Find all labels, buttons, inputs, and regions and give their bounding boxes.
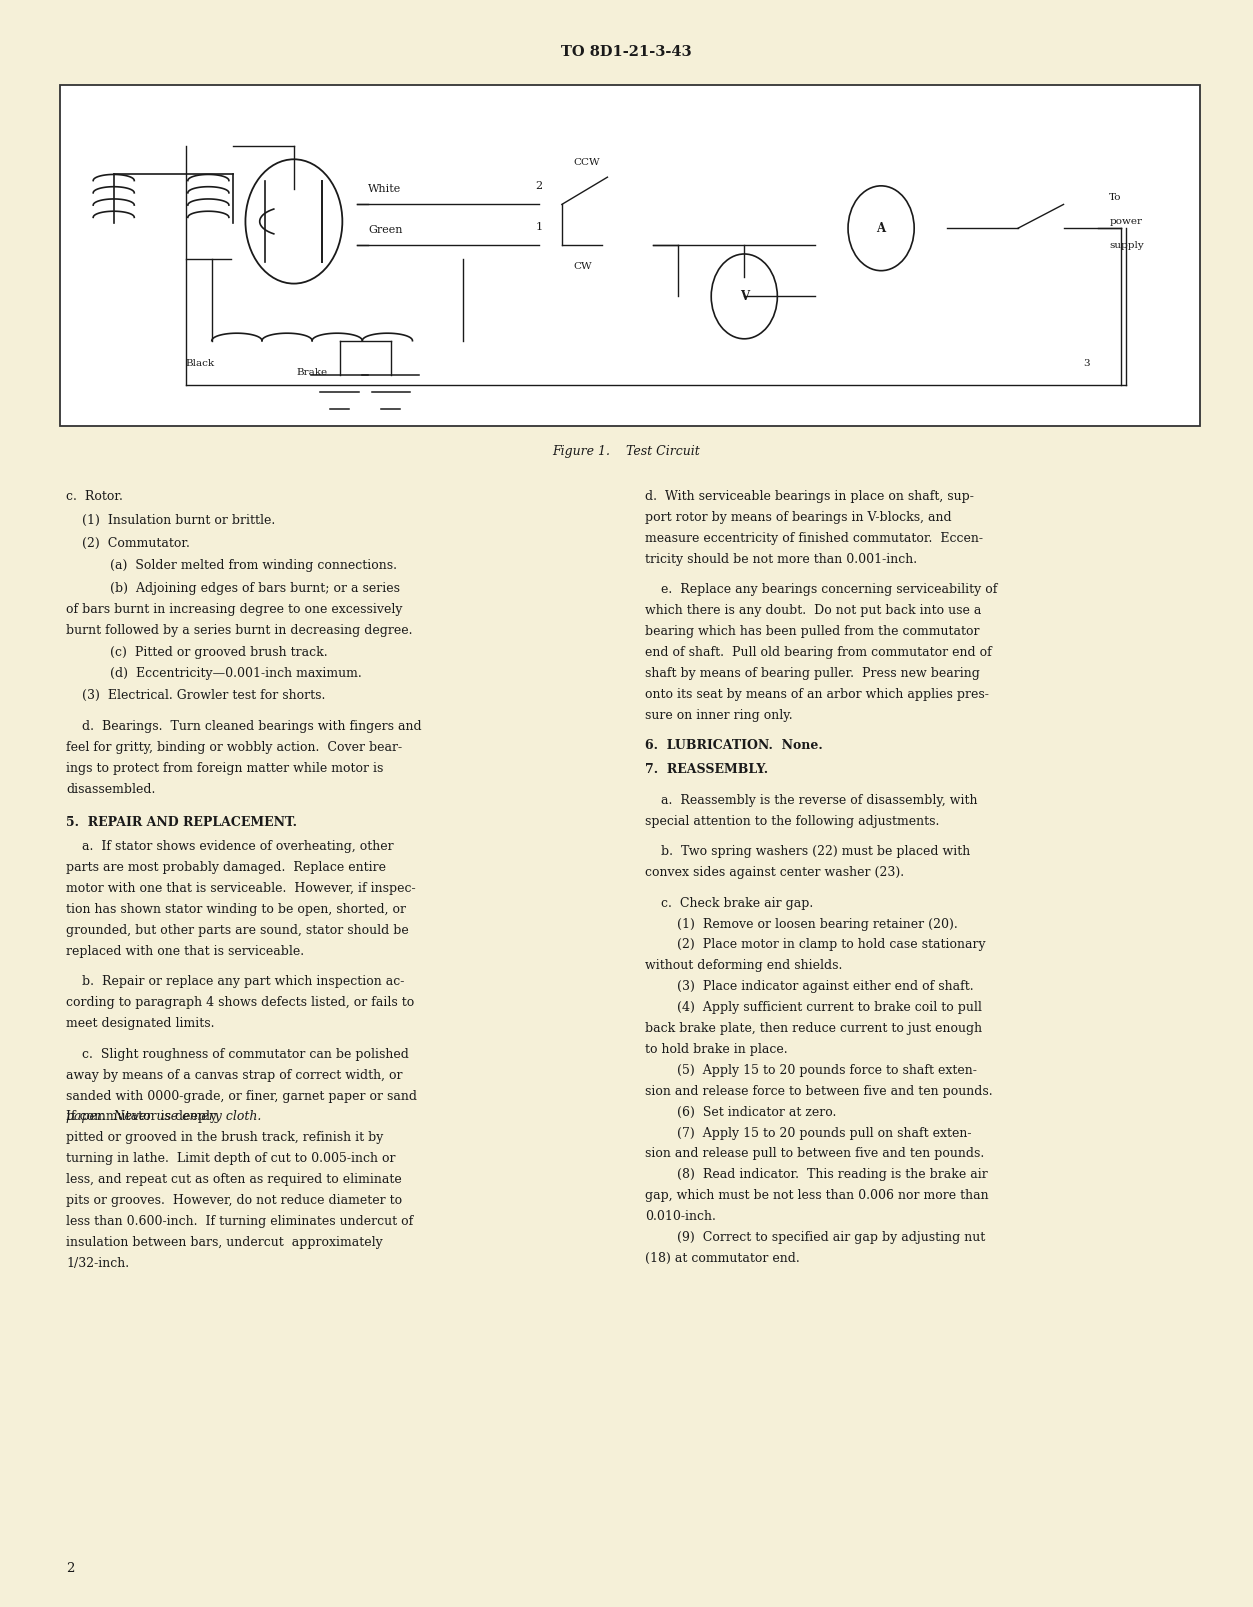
Text: power: power	[1109, 217, 1143, 227]
Text: measure eccentricity of finished commutator.  Eccen-: measure eccentricity of finished commuta…	[645, 532, 984, 545]
Text: tion has shown stator winding to be open, shorted, or: tion has shown stator winding to be open…	[66, 903, 406, 916]
Text: (d)  Eccentricity—0.001-inch maximum.: (d) Eccentricity—0.001-inch maximum.	[66, 667, 362, 680]
Text: turning in lathe.  Limit depth of cut to 0.005-inch or: turning in lathe. Limit depth of cut to …	[66, 1152, 396, 1165]
Text: d.  With serviceable bearings in place on shaft, sup-: d. With serviceable bearings in place on…	[645, 490, 974, 503]
Text: a.  If stator shows evidence of overheating, other: a. If stator shows evidence of overheati…	[66, 840, 393, 853]
Text: 6.  LUBRICATION.  None.: 6. LUBRICATION. None.	[645, 739, 823, 752]
Text: 0.010-inch.: 0.010-inch.	[645, 1210, 717, 1223]
Text: TO 8D1-21-3-43: TO 8D1-21-3-43	[561, 45, 692, 59]
Text: (2)  Place motor in clamp to hold case stationary: (2) Place motor in clamp to hold case st…	[645, 938, 986, 951]
Text: motor with one that is serviceable.  However, if inspec-: motor with one that is serviceable. Howe…	[66, 882, 416, 895]
Text: e.  Replace any bearings concerning serviceability of: e. Replace any bearings concerning servi…	[645, 583, 997, 596]
Text: shaft by means of bearing puller.  Press new bearing: shaft by means of bearing puller. Press …	[645, 667, 980, 680]
Text: Brake: Brake	[297, 368, 328, 378]
Text: sure on inner ring only.: sure on inner ring only.	[645, 709, 793, 722]
Text: less than 0.600-inch.  If turning eliminates undercut of: less than 0.600-inch. If turning elimina…	[66, 1215, 413, 1228]
Text: paper.  Never use emery cloth.: paper. Never use emery cloth.	[66, 1110, 269, 1123]
Text: (1)  Remove or loosen bearing retainer (20).: (1) Remove or loosen bearing retainer (2…	[645, 918, 959, 930]
Text: ings to protect from foreign matter while motor is: ings to protect from foreign matter whil…	[66, 762, 383, 775]
Text: port rotor by means of bearings in V-blocks, and: port rotor by means of bearings in V-blo…	[645, 511, 952, 524]
Circle shape	[848, 186, 915, 270]
Text: (3)  Place indicator against either end of shaft.: (3) Place indicator against either end o…	[645, 980, 974, 993]
Text: White: White	[368, 185, 401, 194]
Text: parts are most probably damaged.  Replace entire: parts are most probably damaged. Replace…	[66, 861, 386, 874]
Circle shape	[246, 159, 342, 283]
Text: 7.  REASSEMBLY.: 7. REASSEMBLY.	[645, 763, 768, 776]
Text: end of shaft.  Pull old bearing from commutator end of: end of shaft. Pull old bearing from comm…	[645, 646, 992, 659]
Text: c.  Slight roughness of commutator can be polished: c. Slight roughness of commutator can be…	[66, 1048, 410, 1061]
Text: (4)  Apply sufficient current to brake coil to pull: (4) Apply sufficient current to brake co…	[645, 1001, 982, 1014]
Text: (8)  Read indicator.  This reading is the brake air: (8) Read indicator. This reading is the …	[645, 1168, 989, 1181]
Text: (6)  Set indicator at zero.: (6) Set indicator at zero.	[645, 1106, 837, 1118]
Text: CW: CW	[573, 262, 591, 272]
Text: (9)  Correct to specified air gap by adjusting nut: (9) Correct to specified air gap by adju…	[645, 1231, 986, 1244]
Text: 2: 2	[535, 180, 543, 191]
Text: bearing which has been pulled from the commutator: bearing which has been pulled from the c…	[645, 625, 980, 638]
Text: b.  Two spring washers (22) must be placed with: b. Two spring washers (22) must be place…	[645, 845, 971, 858]
Text: insulation between bars, undercut  approximately: insulation between bars, undercut approx…	[66, 1236, 383, 1249]
Text: less, and repeat cut as often as required to eliminate: less, and repeat cut as often as require…	[66, 1173, 402, 1186]
Text: (c)  Pitted or grooved brush track.: (c) Pitted or grooved brush track.	[66, 646, 328, 659]
Text: (18) at commutator end.: (18) at commutator end.	[645, 1252, 801, 1265]
Text: 1: 1	[535, 222, 543, 231]
Text: gap, which must be not less than 0.006 nor more than: gap, which must be not less than 0.006 n…	[645, 1189, 989, 1202]
Text: (1)  Insulation burnt or brittle.: (1) Insulation burnt or brittle.	[66, 514, 276, 527]
Text: Green: Green	[368, 225, 402, 235]
Text: 3: 3	[1083, 358, 1090, 368]
Text: (7)  Apply 15 to 20 pounds pull on shaft exten-: (7) Apply 15 to 20 pounds pull on shaft …	[645, 1127, 972, 1139]
Text: of bars burnt in increasing degree to one excessively: of bars burnt in increasing degree to on…	[66, 603, 403, 615]
Text: to hold brake in place.: to hold brake in place.	[645, 1043, 788, 1056]
Text: (2)  Commutator.: (2) Commutator.	[66, 537, 190, 550]
Text: b.  Repair or replace any part which inspection ac-: b. Repair or replace any part which insp…	[66, 975, 405, 988]
Text: d.  Bearings.  Turn cleaned bearings with fingers and: d. Bearings. Turn cleaned bearings with …	[66, 720, 422, 733]
Text: feel for gritty, binding or wobbly action.  Cover bear-: feel for gritty, binding or wobbly actio…	[66, 741, 402, 754]
Text: without deforming end shields.: without deforming end shields.	[645, 959, 843, 972]
Text: (5)  Apply 15 to 20 pounds force to shaft exten-: (5) Apply 15 to 20 pounds force to shaft…	[645, 1064, 977, 1077]
Text: sion and release pull to between five and ten pounds.: sion and release pull to between five an…	[645, 1147, 985, 1160]
Text: meet designated limits.: meet designated limits.	[66, 1017, 216, 1030]
Text: (a)  Solder melted from winding connections.: (a) Solder melted from winding connectio…	[66, 559, 397, 572]
Text: burnt followed by a series burnt in decreasing degree.: burnt followed by a series burnt in decr…	[66, 624, 413, 636]
Text: back brake plate, then reduce current to just enough: back brake plate, then reduce current to…	[645, 1022, 982, 1035]
Text: disassembled.: disassembled.	[66, 783, 155, 795]
Text: convex sides against center washer (23).: convex sides against center washer (23).	[645, 866, 905, 879]
Text: pits or grooves.  However, do not reduce diameter to: pits or grooves. However, do not reduce …	[66, 1194, 402, 1207]
Text: (3)  Electrical. Growler test for shorts.: (3) Electrical. Growler test for shorts.	[66, 689, 326, 702]
Text: 2: 2	[66, 1562, 75, 1575]
Text: sanded with 0000-grade, or finer, garnet paper or sand: sanded with 0000-grade, or finer, garnet…	[66, 1090, 417, 1102]
Text: Black: Black	[185, 358, 214, 368]
Text: away by means of a canvas strap of correct width, or: away by means of a canvas strap of corre…	[66, 1069, 403, 1082]
Text: which there is any doubt.  Do not put back into use a: which there is any doubt. Do not put bac…	[645, 604, 981, 617]
Text: supply: supply	[1109, 241, 1144, 249]
Text: c.  Check brake air gap.: c. Check brake air gap.	[645, 897, 813, 910]
Text: cording to paragraph 4 shows defects listed, or fails to: cording to paragraph 4 shows defects lis…	[66, 996, 415, 1009]
Bar	[60, 85, 1200, 426]
Text: sion and release force to between five and ten pounds.: sion and release force to between five a…	[645, 1085, 992, 1098]
Text: onto its seat by means of an arbor which applies pres-: onto its seat by means of an arbor which…	[645, 688, 989, 701]
Text: A: A	[877, 222, 886, 235]
Circle shape	[712, 254, 777, 339]
Text: special attention to the following adjustments.: special attention to the following adjus…	[645, 815, 940, 828]
Text: Figure 1.    Test Circuit: Figure 1. Test Circuit	[553, 445, 700, 458]
Text: If commutator is deeply: If commutator is deeply	[66, 1110, 218, 1123]
Text: grounded, but other parts are sound, stator should be: grounded, but other parts are sound, sta…	[66, 924, 410, 937]
Text: To: To	[1109, 193, 1121, 202]
Text: (b)  Adjoining edges of bars burnt; or a series: (b) Adjoining edges of bars burnt; or a …	[66, 582, 401, 595]
Text: replaced with one that is serviceable.: replaced with one that is serviceable.	[66, 945, 304, 958]
Text: V: V	[739, 289, 749, 302]
Text: c.  Rotor.: c. Rotor.	[66, 490, 123, 503]
Text: tricity should be not more than 0.001-inch.: tricity should be not more than 0.001-in…	[645, 553, 917, 566]
Text: a.  Reassembly is the reverse of disassembly, with: a. Reassembly is the reverse of disassem…	[645, 794, 977, 807]
Text: 1/32-inch.: 1/32-inch.	[66, 1257, 129, 1270]
Text: 5.  REPAIR AND REPLACEMENT.: 5. REPAIR AND REPLACEMENT.	[66, 816, 297, 829]
Text: CCW: CCW	[573, 157, 600, 167]
Text: pitted or grooved in the brush track, refinish it by: pitted or grooved in the brush track, re…	[66, 1131, 383, 1144]
